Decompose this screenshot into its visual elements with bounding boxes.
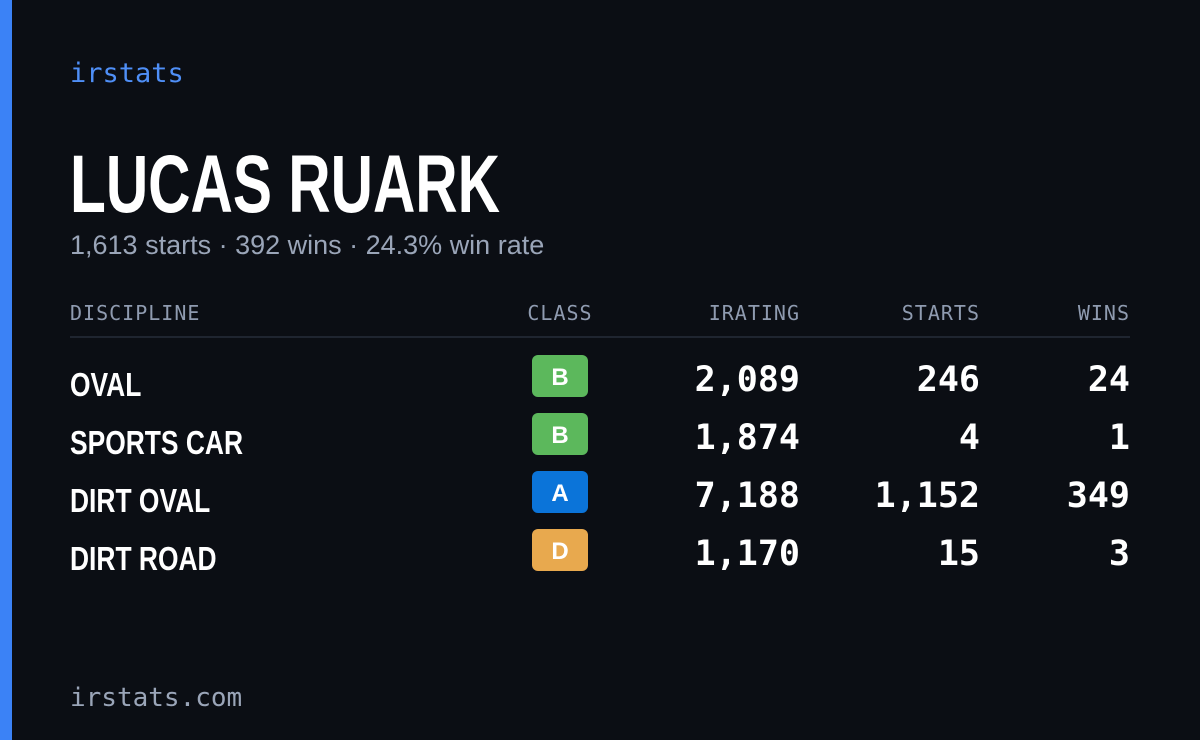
stat-irating: 1,874 [695,418,800,458]
column-header: CLASS [527,301,592,325]
class-letter: B [551,364,568,391]
stat-wins: 1 [1109,418,1130,458]
class-badge [532,471,588,513]
discipline-wrap: SPORTS CAR [70,425,243,461]
stat-wins: 3 [1109,534,1130,574]
brand: irstats [70,58,184,89]
class-letter: D [551,538,568,565]
class-badge [532,529,588,571]
stat-wins: 24 [1088,360,1130,400]
player-name: LUCAS RUARK [70,139,500,230]
stat-starts: 15 [938,534,980,574]
discipline: OVAL [70,367,141,403]
stat-starts: 246 [917,360,980,400]
accent-stripe [0,0,12,740]
stat-starts: 1,152 [875,476,980,516]
discipline-wrap: DIRT ROAD [70,541,217,577]
discipline: DIRT ROAD [70,541,217,577]
stat-starts: 4 [959,418,980,458]
player-summary: 1,613 starts · 392 wins · 24.3% win rate [70,230,544,260]
class-badge [532,355,588,397]
discipline-wrap: DIRT OVAL [70,483,210,519]
stat-irating: 7,188 [695,476,800,516]
class-badge [532,413,588,455]
class-letter: A [551,480,568,507]
footer: irstats.com [70,683,242,713]
discipline: SPORTS CAR [70,425,243,461]
column-header: IRATING [709,301,800,325]
discipline: DIRT OVAL [70,483,210,519]
stat-wins: 349 [1067,476,1130,516]
stat-irating: 1,170 [695,534,800,574]
class-letter: B [551,422,568,449]
column-header: WINS [1078,301,1130,325]
stat-irating: 2,089 [695,360,800,400]
column-header: STARTS [902,301,980,325]
column-header: DISCIPLINE [70,301,200,325]
discipline-wrap: OVAL [70,367,141,403]
